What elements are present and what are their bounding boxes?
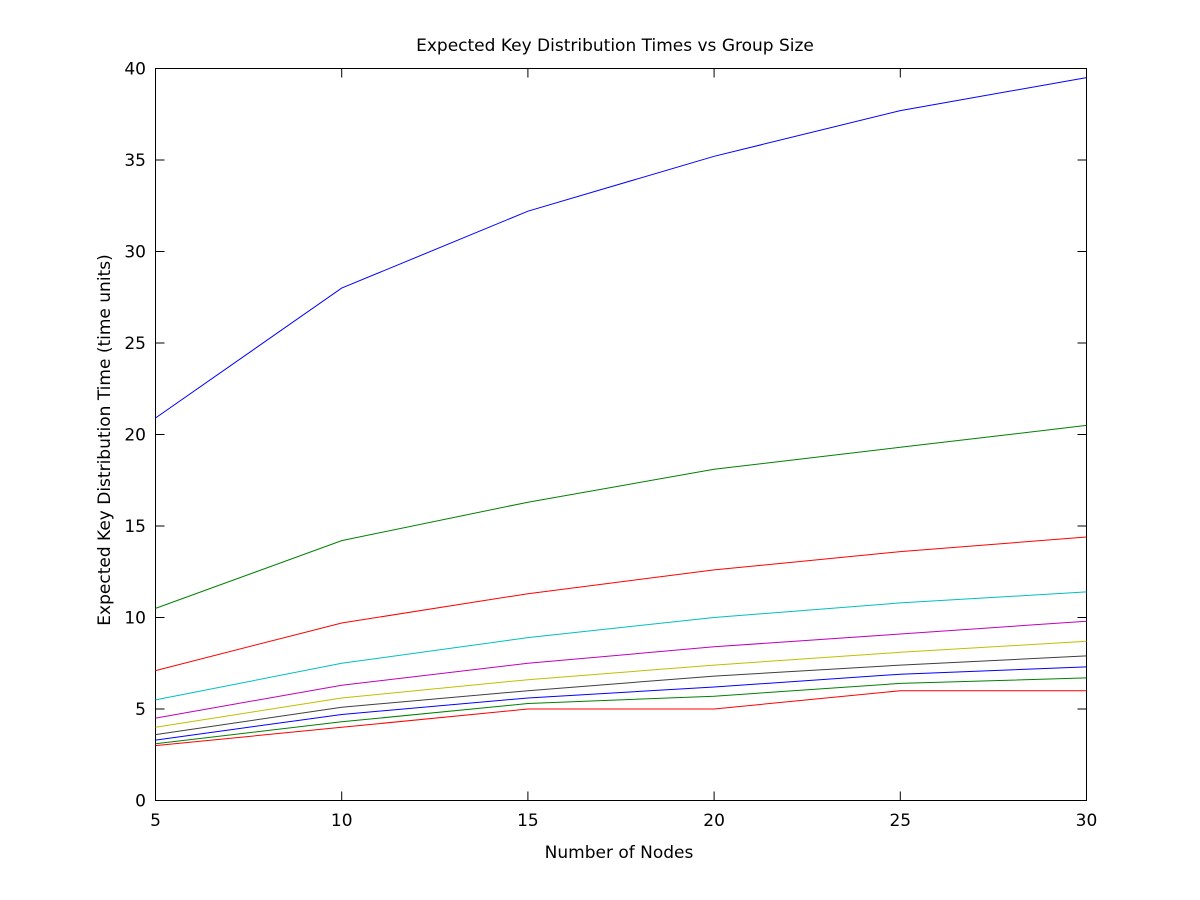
x-tick-label: 30: [1076, 811, 1098, 831]
series-line-10: [155, 690, 1087, 747]
series-layer: [155, 77, 1087, 747]
y-tick-label: 40: [124, 60, 146, 80]
series-line-6: [155, 640, 1087, 728]
y-tick-label: 10: [124, 609, 146, 629]
series-line-7: [155, 655, 1087, 736]
series-line-4: [155, 591, 1087, 701]
x-tick-label: 20: [703, 811, 725, 831]
y-tick-label: 30: [124, 243, 146, 263]
x-axis-label: Number of Nodes: [545, 843, 694, 863]
y-tick-label: 5: [135, 700, 146, 720]
plot-area: [155, 68, 1087, 801]
series-line-2: [155, 424, 1087, 609]
chart-title: Expected Key Distribution Times vs Group…: [416, 36, 814, 56]
series-line-8: [155, 666, 1087, 741]
series-line-3: [155, 536, 1087, 672]
y-axis-label: Expected Key Distribution Time (time uni…: [95, 254, 115, 625]
x-tick-label: 15: [517, 811, 539, 831]
y-tick-label: 0: [135, 792, 146, 812]
y-tick-label: 15: [124, 517, 146, 537]
x-tick-label: 25: [889, 811, 911, 831]
x-tick-label: 10: [331, 811, 353, 831]
x-tick-label: 5: [150, 811, 161, 831]
series-line-1: [155, 77, 1087, 419]
y-tick-label: 25: [124, 334, 146, 354]
y-tick-label: 35: [124, 151, 146, 171]
y-tick-label: 20: [124, 426, 146, 446]
series-line-5: [155, 620, 1087, 719]
series-line-9: [155, 677, 1087, 745]
